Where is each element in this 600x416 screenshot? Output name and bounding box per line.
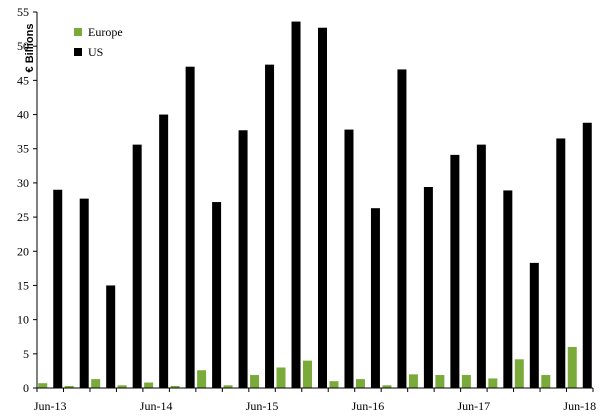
- bar-us-mar-15: [238, 130, 248, 388]
- y-tick-label: 50: [17, 39, 29, 53]
- legend-label-us: US: [88, 45, 103, 59]
- bar-us-jun-13: [53, 189, 63, 388]
- bar-us-dec-14: [212, 202, 222, 388]
- x-tick-label: Jun-13: [34, 399, 67, 413]
- bars-layer: [38, 21, 592, 389]
- bar-europe-sep-13: [64, 385, 74, 388]
- bar-us-jun-15: [265, 64, 275, 388]
- bar-us-sep-15: [291, 21, 301, 388]
- bar-europe-mar-15: [223, 385, 233, 388]
- bar-us-mar-14: [132, 144, 142, 388]
- bar-us-dec-15: [318, 27, 327, 388]
- y-tick-label: 45: [17, 73, 29, 87]
- bar-europe-dec-16: [408, 374, 418, 388]
- x-tick-label: Jun-15: [246, 399, 279, 413]
- bar-europe-jun-18: [567, 346, 577, 388]
- legend-swatch-europe: [74, 28, 82, 36]
- bar-europe-dec-13: [91, 379, 101, 388]
- y-tick-label: 0: [23, 381, 29, 395]
- bar-europe-jun-15: [250, 375, 260, 388]
- bar-us-mar-16: [344, 129, 354, 388]
- y-tick-label: 20: [17, 244, 29, 258]
- bar-us-mar-18: [556, 138, 566, 388]
- y-axis-label: € Billions: [24, 24, 36, 73]
- bar-europe-mar-16: [329, 381, 339, 388]
- bar-us-jun-14: [159, 114, 169, 389]
- bar-europe-sep-14: [170, 385, 180, 388]
- bar-us-sep-13: [79, 198, 89, 388]
- x-tick-label: Jun-16: [352, 399, 385, 413]
- bar-us-dec-16: [423, 187, 433, 388]
- y-tick-label: 55: [17, 5, 29, 19]
- legend: Europe US: [74, 25, 123, 59]
- legend-label-europe: Europe: [88, 25, 123, 39]
- bar-us-dec-13: [106, 285, 116, 388]
- bar-europe-jun-13: [38, 383, 48, 388]
- y-tick-label: 15: [17, 278, 29, 292]
- bar-us-sep-17: [503, 190, 513, 388]
- bar-europe-sep-16: [382, 385, 392, 388]
- y-tick-label: 25: [17, 210, 29, 224]
- legend-swatch-us: [74, 48, 82, 56]
- y-axis-ticks: 0 5 10 15 20 25 30 35 40 45 50 55: [17, 5, 37, 395]
- bar-europe-mar-17: [435, 375, 445, 388]
- bar-us-jun-18: [582, 122, 592, 388]
- bar-europe-dec-14: [197, 370, 207, 388]
- bar-us-mar-17: [450, 154, 460, 388]
- bar-europe-dec-17: [514, 359, 524, 388]
- y-tick-label: 35: [17, 142, 29, 156]
- bar-us-jun-16: [370, 208, 380, 388]
- bar-europe-sep-15: [276, 367, 286, 388]
- bar-us-dec-17: [529, 262, 539, 388]
- bar-europe-mar-14: [117, 385, 127, 388]
- y-tick-label: 5: [23, 347, 29, 361]
- bar-us-sep-14: [185, 66, 195, 388]
- x-tick-label: Jun-14: [140, 399, 173, 413]
- bar-europe-jun-14: [144, 382, 154, 388]
- bar-europe-sep-17: [488, 378, 498, 388]
- bar-us-sep-16: [397, 69, 407, 389]
- bar-europe-jun-17: [461, 375, 471, 388]
- bar-us-jun-17: [476, 144, 486, 388]
- x-tick-label: Jun-17: [458, 399, 491, 413]
- bar-europe-dec-15: [303, 360, 312, 388]
- y-tick-label: 30: [17, 176, 29, 190]
- x-axis-ticks: Jun-13 Jun-14 Jun-15 Jun-16 Jun-17 Jun-18: [34, 388, 596, 413]
- bar-europe-mar-18: [541, 375, 551, 388]
- x-tick-label: Jun-18: [563, 399, 596, 413]
- bar-europe-jun-16: [355, 379, 365, 388]
- y-tick-label: 40: [17, 108, 29, 122]
- y-tick-label: 10: [17, 313, 29, 327]
